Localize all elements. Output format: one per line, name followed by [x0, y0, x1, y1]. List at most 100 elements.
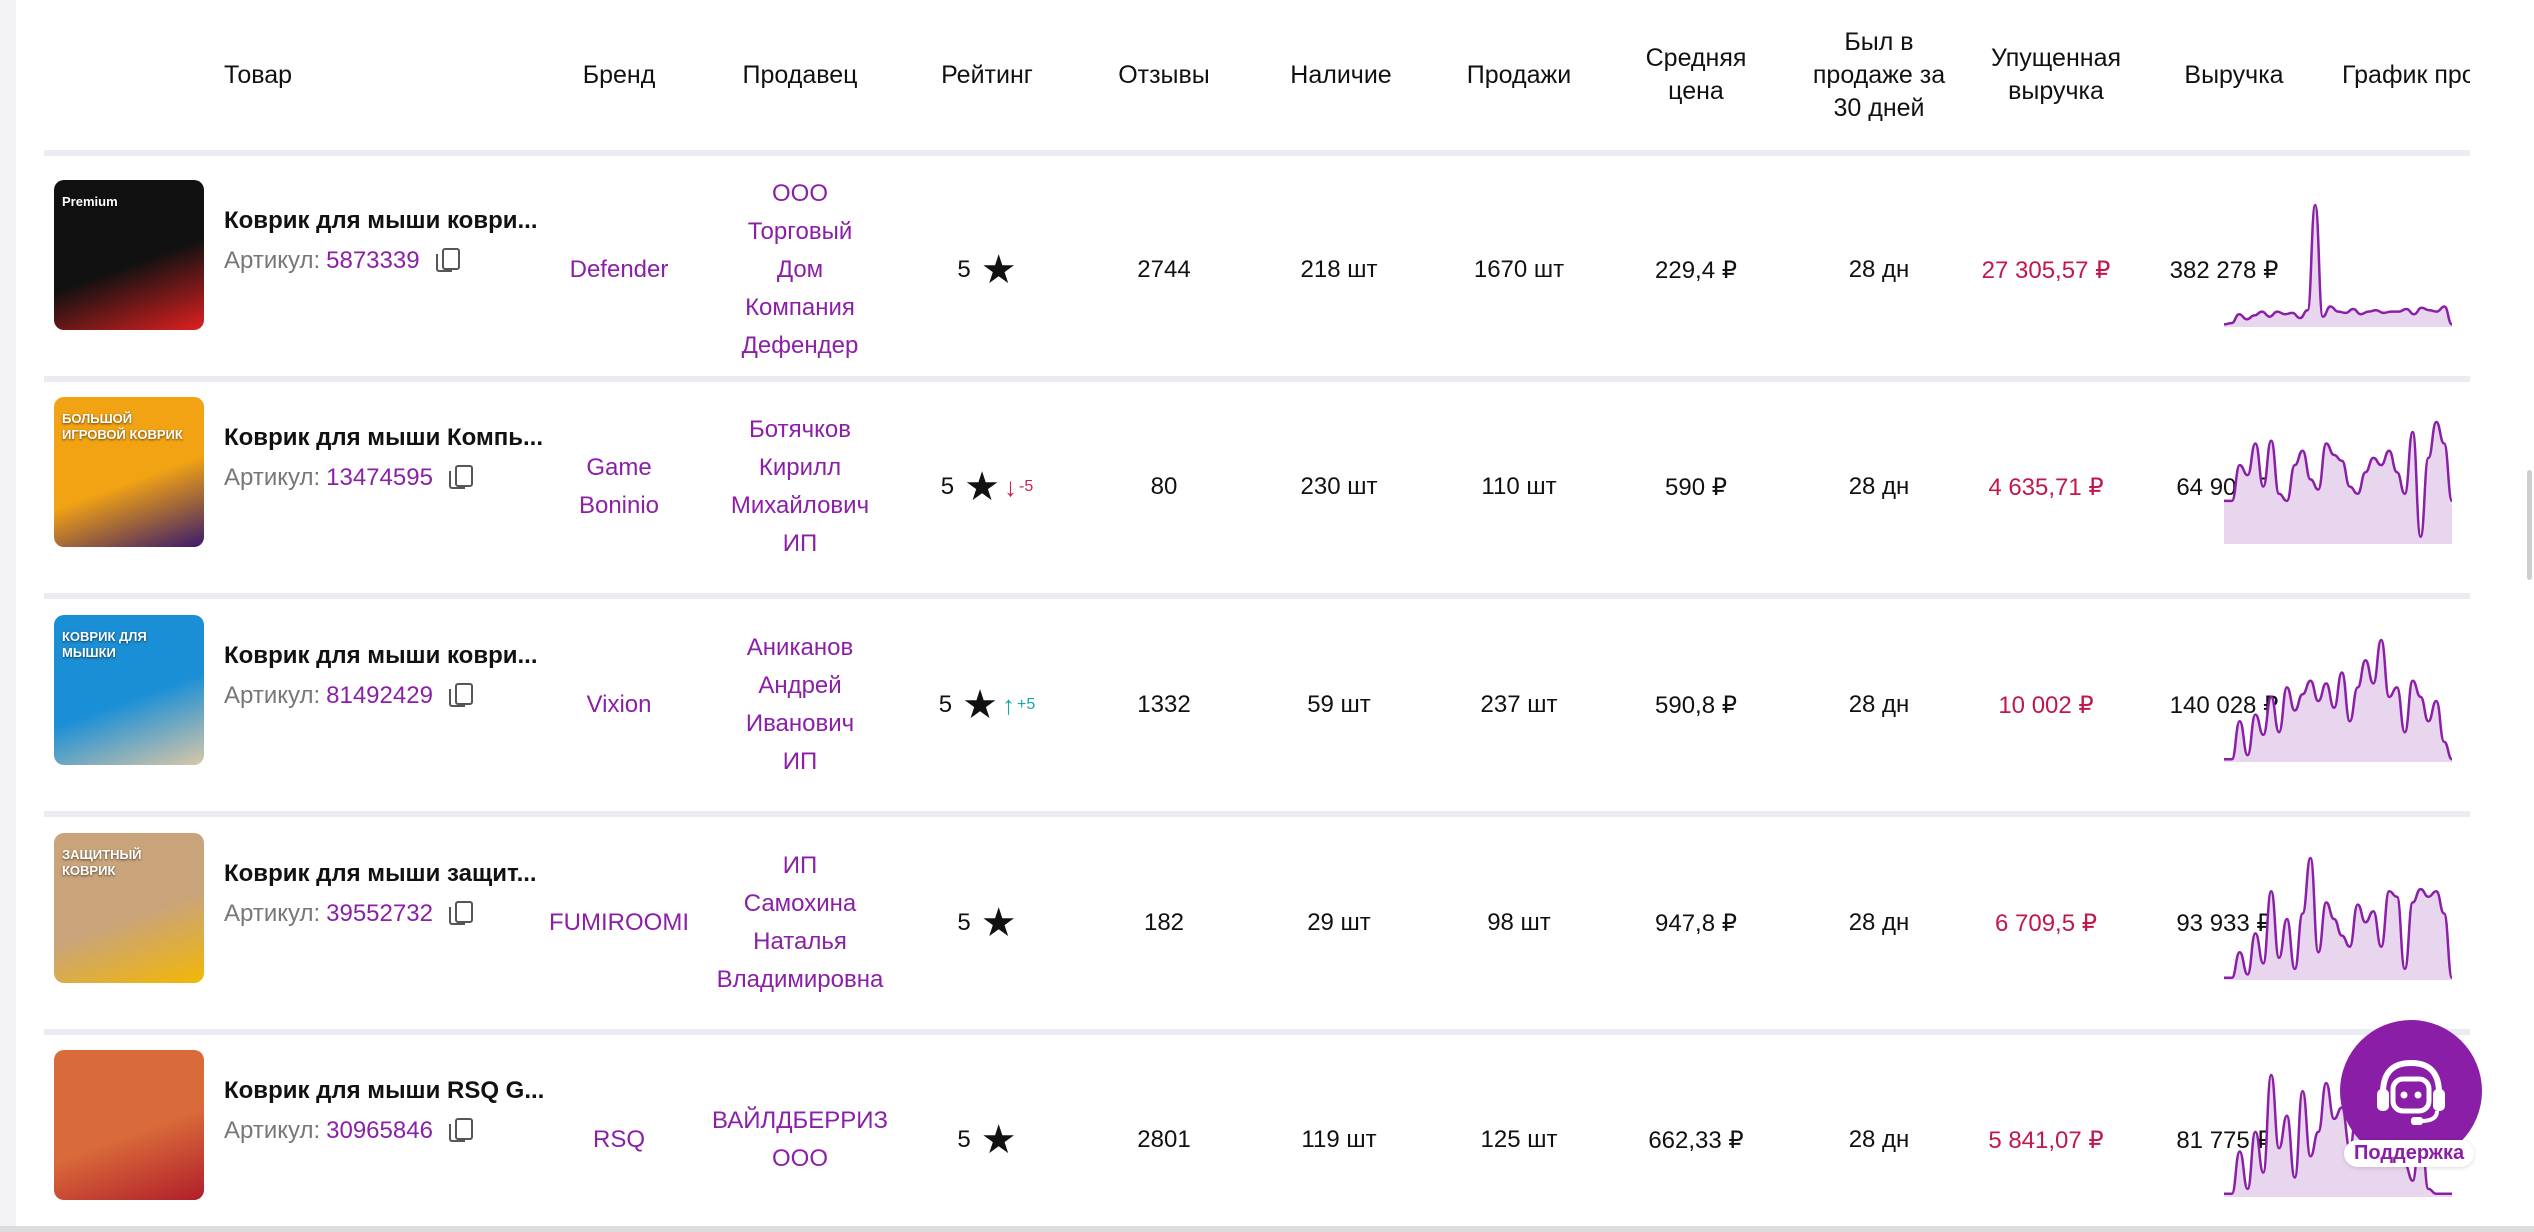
sparkline-line: [2224, 1073, 2452, 1195]
seller-link-line[interactable]: Аниканов: [746, 634, 854, 661]
product-thumbnail[interactable]: БОЛЬШОЙ ИГРОВОЙ КОВРИК: [54, 397, 204, 547]
star-icon: ★: [964, 465, 1000, 509]
table-row[interactable]: Коврик для мыши RSQ G... Артикул: 30965846…: [44, 1035, 2470, 1226]
seller-link-line[interactable]: Владимировна: [716, 966, 884, 993]
seller-link-line[interactable]: Михайлович: [730, 492, 870, 519]
sku-label: Артикул:: [224, 682, 321, 709]
table-row[interactable]: Premium Коврик для мыши коври... Артикул: 5…: [44, 165, 2470, 375]
product-sku: Артикул: 13474595: [224, 464, 473, 492]
rating-group: 5 ★: [957, 903, 1016, 943]
sku-value-link[interactable]: 81492429: [326, 682, 433, 709]
column-header-reviews[interactable]: Отзывы: [1118, 60, 1210, 89]
seller-link-line[interactable]: ВАЙЛДБЕРРИЗ: [712, 1107, 888, 1134]
product-thumbnail[interactable]: КОВРИК ДЛЯ МЫШКИ: [54, 615, 204, 765]
seller-link-line[interactable]: Кирилл: [758, 454, 842, 481]
product-title-link[interactable]: Коврик для мыши коври...: [224, 207, 538, 234]
sales-cell: 98 шт: [1487, 909, 1551, 936]
reviews-cell: 2801: [1137, 1126, 1191, 1153]
brand-link[interactable]: Vixion: [586, 691, 652, 718]
column-header-revenue[interactable]: Выручка: [2184, 60, 2284, 89]
column-header-seller[interactable]: Продавец: [742, 60, 858, 89]
rating-value: 5: [938, 691, 953, 718]
column-header-chart[interactable]: График про: [2342, 60, 2470, 89]
brand-link[interactable]: Game: [586, 454, 652, 481]
table-row[interactable]: КОВРИК ДЛЯ МЫШКИ Коврик для мыши коври...…: [44, 600, 2470, 810]
seller-link-line[interactable]: Самохина: [743, 890, 857, 917]
sales-cell: 110 шт: [1481, 473, 1557, 500]
seller-link-line[interactable]: ИП: [782, 852, 818, 879]
reviews-cell: 2744: [1137, 256, 1191, 283]
rating-value: 5: [957, 256, 971, 283]
column-header-days-on-sale[interactable]: Был в продаже за 30 дней: [1789, 0, 1969, 150]
product-title-link[interactable]: Коврик для мыши защит...: [224, 860, 537, 887]
sku-value-link[interactable]: 5873339: [326, 247, 420, 274]
sales-cell: 237 шт: [1480, 691, 1558, 718]
seller-link-line[interactable]: Торговый: [747, 218, 853, 245]
sales-sparkline[interactable]: [2220, 636, 2456, 766]
copy-icon[interactable]: [448, 683, 473, 707]
sku-value-link[interactable]: 39552732: [326, 900, 433, 927]
column-header-lost-revenue[interactable]: Упущенная выручка: [1966, 0, 2146, 150]
sales-sparkline[interactable]: [2220, 854, 2456, 984]
vertical-scrollbar[interactable]: [2527, 470, 2532, 580]
product-thumbnail[interactable]: ЗАЩИТНЫЙ КОВРИК: [54, 833, 204, 983]
rating-change: +5: [1016, 696, 1036, 713]
rating-group: 5 ★ ↓ -5: [941, 467, 1033, 507]
brand-link[interactable]: Boninio: [578, 492, 660, 519]
support-button[interactable]: [2340, 1020, 2482, 1162]
rating-group: 5 ★: [957, 250, 1016, 290]
sales-sparkline[interactable]: [2220, 201, 2456, 331]
days-on-sale-cell: 28 дн: [1848, 691, 1910, 718]
column-header-product[interactable]: Товар: [224, 60, 293, 89]
sku-value-link[interactable]: 30965846: [326, 1117, 433, 1144]
brand-link[interactable]: FUMIROOMI: [549, 909, 689, 936]
seller-link-line[interactable]: ИП: [782, 530, 818, 557]
seller-link-line[interactable]: ООО: [771, 180, 828, 207]
column-header-brand[interactable]: Бренд: [582, 60, 656, 89]
brand-cell: RSQ: [549, 1035, 689, 1226]
seller-link-line[interactable]: ООО: [771, 1145, 828, 1172]
rating-change: -5: [1018, 478, 1034, 495]
sales-sparkline[interactable]: [2220, 418, 2456, 548]
product-title-link[interactable]: Коврик для мыши RSQ G...: [224, 1077, 545, 1104]
brand-cell: Game Boninio: [549, 382, 689, 592]
sparkline-area: [2224, 205, 2452, 327]
rating-group: 5 ★ ↑ +5: [939, 685, 1035, 725]
horizontal-scrollbar-track[interactable]: [0, 1226, 2534, 1232]
seller-link-line[interactable]: Дом: [776, 256, 824, 283]
column-header-avg-price[interactable]: Средняя цена: [1621, 0, 1771, 150]
stock-cell: 218 шт: [1300, 256, 1378, 283]
row-divider: [44, 1029, 2470, 1035]
column-header-days-line-3: 30 дней: [1833, 93, 1925, 122]
rating-value: 5: [957, 909, 971, 936]
seller-link-line[interactable]: Дефендер: [741, 332, 859, 359]
copy-icon[interactable]: [448, 901, 473, 925]
column-header-stock[interactable]: Наличие: [1290, 60, 1392, 89]
table-row[interactable]: ЗАЩИТНЫЙ КОВРИК Коврик для мыши защит... А…: [44, 818, 2470, 1028]
seller-link-line[interactable]: ИП: [782, 748, 818, 775]
brand-link[interactable]: Defender: [569, 256, 669, 283]
product-title-link[interactable]: Коврик для мыши Компь...: [224, 424, 543, 451]
brand-cell: Vixion: [549, 600, 689, 810]
copy-icon[interactable]: [448, 465, 473, 489]
copy-icon[interactable]: [435, 248, 460, 272]
sku-value-link[interactable]: 13474595: [326, 464, 433, 491]
copy-icon[interactable]: [448, 1118, 473, 1142]
support-label[interactable]: Поддержка: [2344, 1140, 2475, 1167]
column-header-days-line-1: Был в: [1844, 27, 1914, 56]
seller-link-line[interactable]: Андрей: [758, 672, 842, 699]
thumbnail-caption: КОВРИК ДЛЯ МЫШКИ: [62, 629, 147, 660]
seller-link-line[interactable]: Компания: [745, 294, 855, 321]
product-title-link[interactable]: Коврик для мыши коври...: [224, 642, 538, 669]
table-row[interactable]: БОЛЬШОЙ ИГРОВОЙ КОВРИК Коврик для мыши Ко…: [44, 382, 2470, 592]
column-header-sales[interactable]: Продажи: [1466, 60, 1572, 89]
seller-link-line[interactable]: Ботячков: [749, 416, 851, 443]
product-thumbnail[interactable]: [54, 1050, 204, 1200]
product-thumbnail[interactable]: Premium: [54, 180, 204, 330]
seller-link-line[interactable]: Иванович: [745, 710, 855, 737]
rating-cell: 5 ★ ↓ -5: [912, 382, 1062, 592]
brand-link[interactable]: RSQ: [592, 1126, 645, 1153]
column-header-rating[interactable]: Рейтинг: [941, 60, 1033, 89]
lost-revenue-cell: 6 709,5 ₽: [1994, 909, 2097, 937]
seller-link-line[interactable]: Наталья: [753, 928, 847, 955]
